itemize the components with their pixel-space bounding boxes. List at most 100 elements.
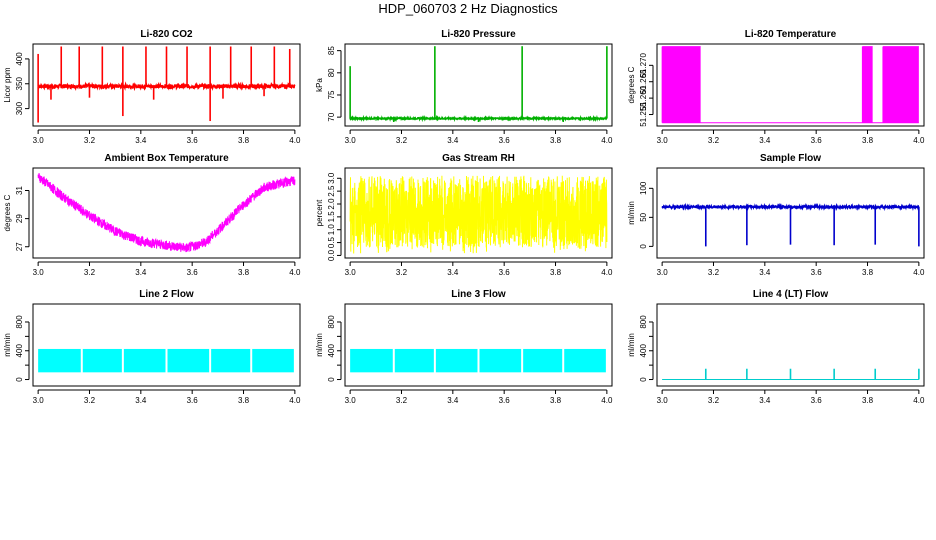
x-tick-label: 3.6: [187, 396, 199, 405]
y-tick-label: 51.255: [639, 102, 648, 127]
y-tick-label: 1.5: [327, 211, 336, 223]
x-tick-label: 3.6: [187, 136, 199, 145]
series-9: [662, 368, 920, 380]
y-axis-label: kPa: [315, 78, 324, 92]
x-tick-label: 3.2: [708, 268, 720, 277]
y-axis-label: degrees C: [627, 66, 636, 103]
panel-2: Li-820 Pressure 3.0 3.2 3.4 3.6 3.8 4.0 70 75 80 8…: [315, 29, 613, 145]
plot-frame: [32, 303, 301, 387]
y-tick-label: 300: [15, 101, 24, 115]
panel-7: Line 2 Flow 3.0 3.2 3.4 3.6 3.8 4.0 0 400 800ml/m…: [3, 289, 301, 405]
x-tick-label: 3.4: [447, 268, 459, 277]
y-tick-label: 31: [15, 186, 24, 195]
figure-title: HDP_060703 2 Hz Diagnostics: [378, 1, 558, 16]
panel-title: Ambient Box Temperature: [104, 153, 229, 164]
y-tick-label: 400: [15, 344, 24, 358]
y-tick-label: 2.0: [327, 198, 336, 210]
x-tick-label: 3.0: [345, 268, 357, 277]
panel-title: Gas Stream RH: [442, 153, 515, 164]
plot-frame: [656, 43, 925, 127]
x-tick-label: 3.2: [708, 396, 720, 405]
x-tick-label: 3.8: [862, 396, 874, 405]
x-tick-label: 3.6: [499, 268, 511, 277]
x-tick-label: 3.6: [811, 136, 823, 145]
y-tick-label: 51.270: [639, 53, 648, 78]
x-tick-label: 3.8: [238, 136, 250, 145]
x-tick-label: 3.0: [345, 136, 357, 145]
series-6: [661, 202, 920, 247]
x-tick-label: 3.6: [187, 268, 199, 277]
flow-block: [211, 348, 251, 373]
y-tick-label: 50: [639, 212, 648, 221]
x-tick-label: 3.4: [135, 268, 147, 277]
panel-4: Ambient Box Temperature 3.0 3.2 3.4 3.6 3.8 4.…: [3, 153, 301, 277]
y-tick-label: 0: [639, 244, 648, 249]
series-8: [350, 348, 606, 373]
x-tick-label: 3.6: [499, 136, 511, 145]
x-tick-label: 3.2: [396, 396, 408, 405]
y-tick-label: 51.260: [639, 85, 648, 110]
y-tick-label: 0: [639, 377, 648, 382]
panel-title: Line 4 (LT) Flow: [753, 289, 829, 300]
y-tick-label: 85: [327, 46, 336, 55]
panel-9: Line 4 (LT) Flow 3.0 3.2 3.4 3.6 3.8 4.0 0 400 80…: [627, 289, 925, 405]
panel-title: Sample Flow: [760, 153, 821, 164]
panel-title: Line 3 Flow: [451, 289, 506, 300]
y-tick-label: 800: [639, 315, 648, 329]
x-tick-label: 3.8: [862, 268, 874, 277]
flow-block: [252, 348, 294, 373]
y-tick-label: 80: [327, 68, 336, 77]
series-7: [38, 348, 294, 373]
y-axis-label: ml/min: [627, 201, 636, 225]
series-3: [661, 46, 919, 124]
y-tick-label: 800: [15, 315, 24, 329]
x-tick-label: 3.4: [759, 136, 771, 145]
x-tick-label: 3.2: [396, 268, 408, 277]
plot-frame: [32, 167, 301, 259]
y-tick-label: 70: [327, 112, 336, 121]
plot-frame: [344, 43, 613, 127]
panel-title: Li-820 Pressure: [441, 29, 516, 40]
plot-frame: [32, 43, 301, 127]
x-tick-label: 3.4: [135, 396, 147, 405]
plot-frame: [656, 303, 925, 387]
x-tick-label: 3.0: [33, 136, 45, 145]
x-tick-label: 3.6: [811, 396, 823, 405]
x-tick-label: 3.4: [135, 136, 147, 145]
series-line: [349, 114, 608, 123]
x-tick-label: 4.0: [913, 136, 925, 145]
y-tick-label: 27: [15, 242, 24, 251]
x-tick-label: 4.0: [913, 396, 925, 405]
x-tick-label: 4.0: [289, 136, 301, 145]
y-tick-label: 350: [15, 77, 24, 91]
x-tick-label: 4.0: [289, 268, 301, 277]
x-tick-label: 4.0: [289, 396, 301, 405]
plot-frame: [344, 167, 613, 259]
flow-block: [394, 348, 434, 373]
y-tick-label: 100: [639, 181, 648, 195]
flow-block: [479, 348, 522, 373]
x-tick-label: 3.0: [33, 268, 45, 277]
panel-6: Sample Flow 3.0 3.2 3.4 3.6 3.8 4.0 0 50 100ml/mi…: [627, 153, 925, 277]
x-tick-label: 3.4: [759, 268, 771, 277]
flow-block: [82, 348, 122, 373]
x-tick-label: 3.8: [238, 268, 250, 277]
x-tick-label: 3.2: [396, 136, 408, 145]
y-tick-label: 51.265: [639, 69, 648, 94]
x-tick-label: 3.4: [759, 396, 771, 405]
flow-block: [38, 348, 81, 373]
series-2: [349, 46, 608, 123]
y-tick-label: 1.0: [327, 224, 336, 236]
flow-block: [123, 348, 166, 373]
x-tick-label: 4.0: [601, 136, 613, 145]
y-axis-label: ml/min: [315, 333, 324, 357]
x-tick-label: 3.0: [657, 396, 669, 405]
x-tick-label: 3.4: [447, 396, 459, 405]
y-tick-label: 0: [15, 377, 24, 382]
x-tick-label: 3.8: [238, 396, 250, 405]
y-axis-label: ml/min: [627, 333, 636, 357]
x-tick-label: 3.2: [84, 136, 96, 145]
y-tick-label: 29: [15, 214, 24, 223]
series-5: [349, 175, 608, 254]
